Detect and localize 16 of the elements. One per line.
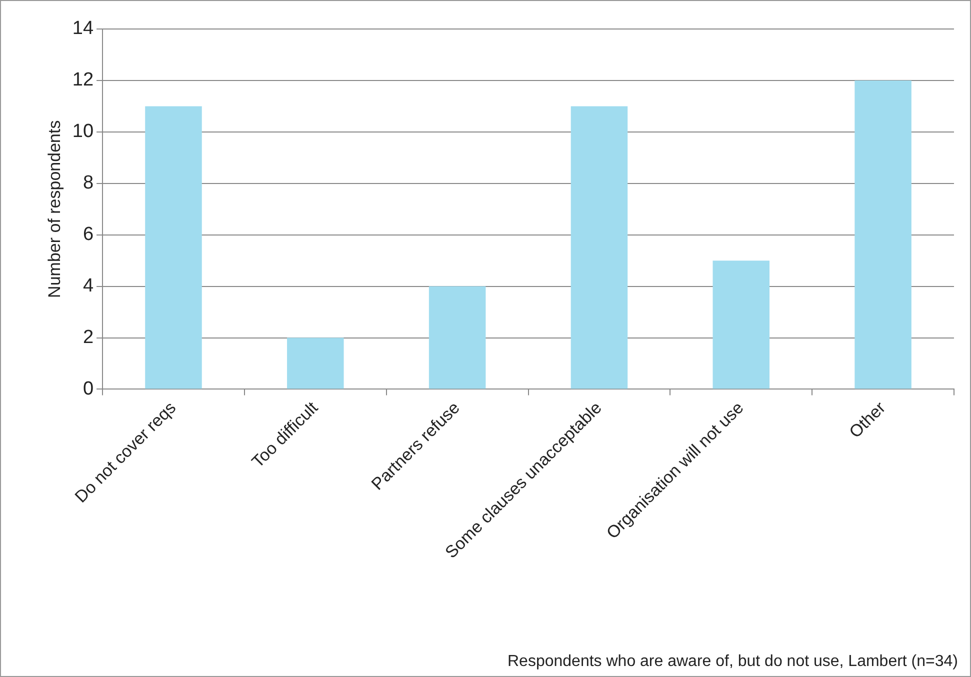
bar (428, 286, 486, 389)
y-tick-label: 4 (82, 276, 94, 297)
bar (854, 80, 912, 389)
y-tick-label: 6 (82, 224, 94, 246)
y-tick-label: 8 (82, 172, 94, 194)
y-tick-label: 0 (82, 378, 94, 400)
y-tick-label: 10 (72, 121, 94, 142)
bar (712, 260, 770, 389)
bar (570, 106, 628, 389)
text: Respondents who are aware of, but do not use, Lambert (n=34) (508, 653, 958, 670)
y-tick-label: 14 (72, 18, 94, 40)
y-tick-label: 2 (82, 326, 94, 348)
y-tick-label: 12 (72, 70, 94, 91)
y-axis-title: Number of respondents (44, 120, 64, 298)
bar (287, 338, 344, 389)
bar (145, 106, 202, 389)
